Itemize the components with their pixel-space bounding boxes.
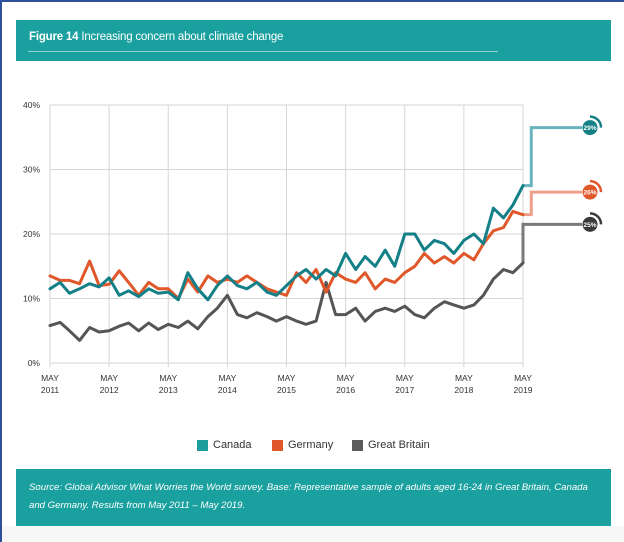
x-tick-month: MAY [514, 373, 532, 383]
badge-label: 29% [583, 125, 596, 132]
badge-great-britain: 25% [582, 212, 603, 232]
x-tick-year: 2019 [514, 385, 533, 395]
page-bottom [2, 526, 624, 542]
badge-circle [582, 184, 598, 200]
y-tick-label: 0% [28, 358, 41, 368]
line-chart: 0% 10% 20% 30% 40% MAY 2011 MAY 2012 MAY 2013 MAY 2… [23, 100, 603, 395]
y-tick-label: 20% [23, 229, 40, 239]
legend-swatch-canada [197, 439, 208, 451]
badge-arc [589, 179, 603, 193]
projection-canada [523, 126, 582, 188]
x-tick-month: MAY [41, 373, 59, 383]
x-tick-year: 2011 [41, 385, 60, 395]
x-tick-month: MAY [278, 373, 296, 383]
y-tick-label: 10% [23, 294, 40, 304]
legend-swatch-great-britain [352, 439, 363, 451]
series-line-great-britain [48, 261, 525, 342]
legend-label-great-britain: Great Britain [368, 439, 430, 451]
x-tick-year: 2012 [100, 385, 119, 395]
x-tick-month: MAY [337, 373, 355, 383]
legend-item-great-britain: Great Britain [352, 439, 430, 451]
legend-item-germany: Germany [272, 439, 333, 451]
badge-germany: 26% [582, 179, 603, 200]
badge-canada: 29% [582, 115, 603, 136]
figure-title: Figure 14 Increasing concern about clima… [29, 31, 283, 43]
series-line-germany [48, 209, 525, 300]
x-tick-year: 2018 [454, 385, 473, 395]
legend-label-germany: Germany [288, 439, 334, 451]
projection-great-britain [521, 222, 582, 264]
badge-circle [582, 120, 598, 136]
projection-germany [523, 190, 582, 217]
x-tick-year: 2017 [395, 385, 414, 395]
source-note-box: Source: Global Advisor What Worries the … [16, 469, 611, 526]
x-tick-year: 2014 [218, 385, 237, 395]
x-axis-ticks: MAY 2011 MAY 2012 MAY 2013 MAY 2014 MAY 2015 MAY 20… [41, 373, 533, 395]
legend-swatch-germany [272, 439, 283, 451]
x-tick-month: MAY [396, 373, 414, 383]
x-tick-year: 2015 [277, 385, 296, 395]
x-tick-month: MAY [159, 373, 177, 383]
figure-label: Figure 14 [29, 31, 79, 43]
chart-grid [49, 104, 524, 367]
badge-label: 25% [583, 222, 596, 229]
y-tick-label: 40% [23, 100, 40, 110]
badge-circle [582, 216, 598, 232]
badge-label: 26% [583, 190, 596, 197]
window-border-left [0, 0, 2, 542]
badge-arc [589, 212, 603, 225]
y-axis-ticks: 0% 10% 20% 30% 40% [23, 100, 40, 368]
x-tick-year: 2016 [336, 385, 355, 395]
source-note: Source: Global Advisor What Worries the … [29, 482, 588, 511]
series-line-canada [48, 184, 525, 302]
header-divider [28, 51, 498, 52]
figure-header: Figure 14 Increasing concern about clima… [16, 20, 611, 61]
projection-lines [521, 126, 582, 264]
x-tick-month: MAY [455, 373, 473, 383]
legend-label-canada: Canada [213, 439, 252, 451]
badge-arc [589, 115, 603, 128]
chart-legend: Canada Germany Great Britain [0, 439, 624, 457]
legend-item-canada: Canada [197, 439, 252, 451]
x-tick-month: MAY [218, 373, 236, 383]
series-lines [48, 184, 525, 342]
x-tick-month: MAY [100, 373, 118, 383]
window-border-top [0, 0, 624, 2]
y-tick-label: 30% [23, 165, 40, 175]
value-badges: 29% 26% 25% [582, 115, 603, 232]
x-tick-year: 2013 [159, 385, 178, 395]
figure-title-text: Increasing concern about climate change [81, 31, 284, 43]
